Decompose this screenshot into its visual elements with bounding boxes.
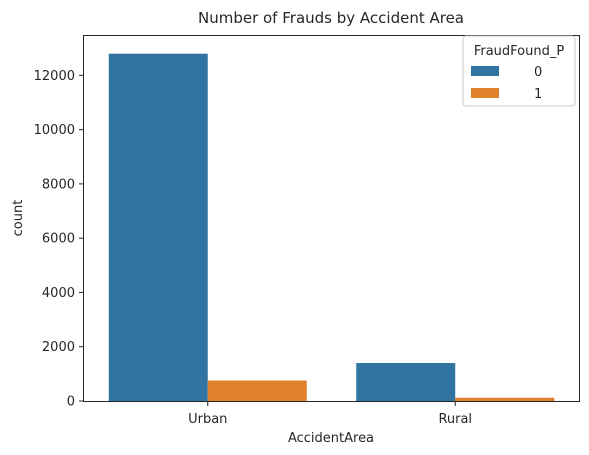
legend-title: FraudFound_P (474, 44, 565, 59)
legend-swatch-1 (471, 88, 499, 98)
plot-frame (83, 35, 580, 402)
x-axis-label: AccidentArea (288, 431, 374, 446)
y-tick-label: 10000 (34, 123, 75, 138)
legend-swatch-0 (471, 66, 499, 76)
y-tick-label: 2000 (42, 340, 75, 355)
y-tick-label: 6000 (42, 232, 75, 247)
y-axis-label: count (11, 200, 26, 237)
x-tick-label-urban: Urban (188, 412, 227, 427)
bar-urban-series-1 (207, 380, 307, 401)
bars-group (108, 53, 555, 401)
bar-rural-series-1 (455, 397, 555, 401)
y-tick-label: 0 (67, 395, 75, 410)
x-tick-label-rural: Rural (438, 412, 472, 427)
legend: FraudFound_P 01 (462, 35, 576, 107)
chart-title: Number of Frauds by Accident Area (198, 9, 464, 27)
y-tick-label: 12000 (34, 69, 75, 84)
legend-label-0: 0 (534, 65, 542, 80)
bar-urban-series-0 (108, 53, 208, 401)
legend-label-1: 1 (534, 87, 542, 102)
legend-items: 01 (471, 65, 542, 102)
y-tick-label: 8000 (42, 177, 75, 192)
y-tick-label: 4000 (42, 286, 75, 301)
bar-rural-series-0 (356, 363, 456, 401)
y-axis: 0 2000 4000 6000 8000 10000 12000 (34, 69, 84, 410)
x-axis: Urban Rural (188, 401, 472, 427)
